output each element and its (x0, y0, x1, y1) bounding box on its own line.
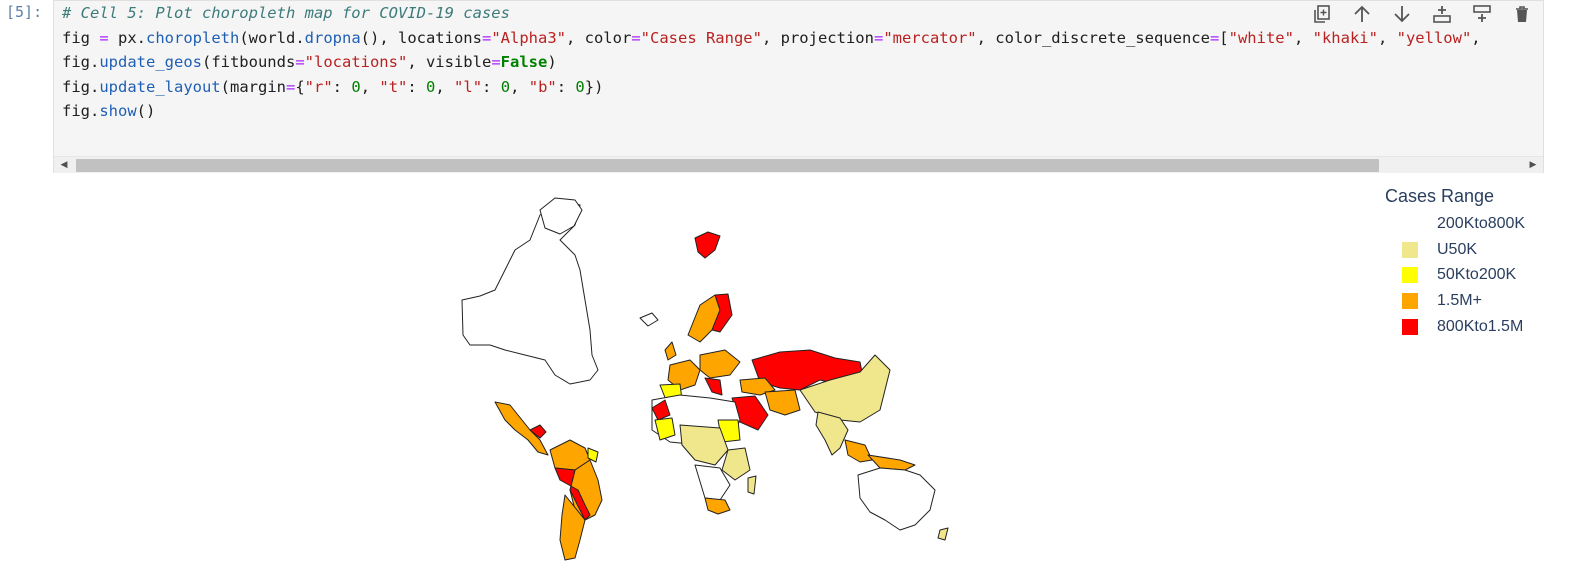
scrollbar-thumb[interactable] (76, 159, 1379, 172)
insert-above-icon (1473, 5, 1491, 22)
code-line-3: fig.update_geos(fitbounds="locations", v… (62, 53, 557, 72)
map-region-greenland (539, 197, 583, 235)
delete-cell-button[interactable] (1507, 1, 1537, 27)
map-region-peru (554, 467, 591, 521)
legend-label: U50K (1437, 240, 1478, 258)
code-line-4: fig.update_layout(margin={"r": 0, "t": 0… (62, 77, 604, 96)
legend-title: Cases Range (1385, 186, 1495, 206)
map-region-southern-cone (559, 494, 586, 561)
cell-prompt: [5]: (6, 3, 43, 21)
legend: Cases Range 200Kto800K U50K 50Kto200K 1.5M+… (1385, 186, 1525, 340)
map-region-india (815, 411, 849, 456)
code-line-2: fig = px.choropleth(world.dropna(), loca… (62, 28, 1490, 47)
legend-swatch (1402, 267, 1418, 284)
map-region-central-europe (699, 349, 741, 379)
map-region-southern-africa (694, 464, 731, 501)
move-up-icon (1354, 5, 1370, 22)
map-region-east-africa (721, 447, 751, 481)
legend-item[interactable]: 200Kto800K (1385, 211, 1525, 237)
map-region-iceland (639, 312, 659, 327)
code-line-5: fig.show() (62, 102, 156, 121)
map-region-norway (687, 294, 721, 343)
map-region-italy (704, 377, 723, 396)
move-down-button[interactable] (1387, 1, 1417, 27)
map-region-canada (461, 199, 599, 385)
legend-label: 1.5M+ (1437, 292, 1482, 310)
map-region-new-zealand (937, 527, 949, 541)
insert-below-button[interactable] (1427, 1, 1457, 27)
map-region-western-europe (667, 359, 701, 391)
legend-label: 800Kto1.5M (1437, 318, 1524, 336)
duplicate-icon (1314, 5, 1330, 23)
map-region-finland (711, 293, 733, 333)
map-region-south-africa (704, 497, 731, 515)
map-region-svalbard (694, 231, 721, 259)
map-region-indonesia (867, 454, 916, 471)
map-region-iran (764, 389, 801, 416)
move-down-icon (1394, 6, 1410, 23)
delete-icon (1516, 6, 1528, 22)
legend-swatch (1402, 319, 1418, 336)
map-region-morocco (651, 399, 671, 421)
map-region-australia (857, 467, 936, 531)
legend-swatch (1402, 215, 1418, 232)
map-region-southeast-asia (844, 439, 873, 463)
cell-output (53, 176, 1544, 581)
map-region-central-america (529, 424, 547, 439)
cell-toolbar (1289, 1, 1543, 27)
scroll-left-arrow-icon[interactable]: ◀ (60, 160, 68, 170)
move-up-button[interactable] (1347, 1, 1377, 27)
duplicate-cell-button[interactable] (1307, 1, 1337, 27)
legend-swatch (1402, 293, 1418, 310)
map-region-central-africa (679, 424, 729, 466)
legend-item[interactable]: 1.5M+ (1385, 288, 1525, 314)
horizontal-scrollbar[interactable]: ◀ ▶ (54, 156, 1543, 173)
insert-above-button[interactable] (1467, 1, 1497, 27)
choropleth-map[interactable] (53, 176, 1353, 581)
legend-item[interactable]: 800Kto1.5M (1385, 314, 1525, 340)
legend-label: 50Kto200K (1437, 266, 1517, 284)
legend-item[interactable]: 50Kto200K (1385, 263, 1525, 289)
code-editor[interactable]: # Cell 5: Plot choropleth map for COVID-… (62, 1, 1490, 124)
legend-label: 200Kto800K (1437, 214, 1526, 232)
scroll-right-arrow-icon[interactable]: ▶ (1529, 160, 1537, 170)
map-region-mexico (494, 401, 549, 456)
code-line-1: # Cell 5: Plot choropleth map for COVID-… (62, 4, 510, 22)
map-region-uk (664, 341, 677, 361)
map-region-guyana (587, 447, 599, 463)
code-cell[interactable]: # Cell 5: Plot choropleth map for COVID-… (53, 0, 1544, 173)
insert-below-icon (1433, 6, 1451, 23)
map-region-madagascar (747, 475, 757, 495)
map-region-west-africa (654, 417, 676, 441)
legend-swatch (1402, 241, 1418, 258)
legend-item[interactable]: U50K (1385, 237, 1525, 263)
